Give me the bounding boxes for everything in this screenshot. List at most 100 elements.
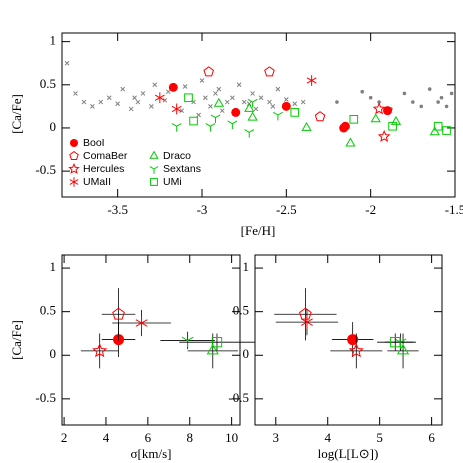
point xyxy=(275,86,281,92)
point xyxy=(419,104,424,109)
point xyxy=(184,93,193,103)
point xyxy=(300,99,306,105)
y-tick-label: 0.5 xyxy=(40,76,56,91)
point xyxy=(154,92,165,104)
point xyxy=(347,334,359,346)
legend-label: Hercules xyxy=(83,163,124,175)
point xyxy=(135,316,148,330)
point xyxy=(171,123,182,132)
point xyxy=(250,91,255,96)
x-tick-label: 6 xyxy=(428,430,435,445)
x-tick-label: -2.5 xyxy=(276,202,297,217)
point xyxy=(283,97,289,102)
x-tick-label: 4 xyxy=(103,430,110,445)
point xyxy=(92,342,108,358)
point xyxy=(213,97,225,107)
y-tick-label: 0 xyxy=(50,346,57,361)
x-tick-label: 2 xyxy=(61,430,68,445)
y-axis-label: [Ca/Fe] xyxy=(9,94,24,134)
point xyxy=(292,101,298,107)
point xyxy=(199,78,205,83)
point xyxy=(210,114,221,123)
point xyxy=(449,91,454,96)
point xyxy=(112,307,125,320)
point xyxy=(162,97,168,103)
point xyxy=(348,342,364,358)
point xyxy=(244,129,255,138)
point xyxy=(205,123,216,132)
point xyxy=(132,95,137,101)
point xyxy=(383,106,393,116)
y-tick-label: 0.5 xyxy=(233,303,249,318)
legend-label: ComaBer xyxy=(83,150,128,162)
point xyxy=(368,95,373,100)
point xyxy=(182,84,188,89)
x-tick-label: 8 xyxy=(186,430,193,445)
point xyxy=(236,82,242,88)
point xyxy=(165,89,171,95)
point xyxy=(135,99,141,105)
point xyxy=(179,108,185,114)
point xyxy=(377,100,381,104)
y-tick-label: -0.5 xyxy=(228,390,249,405)
point xyxy=(345,137,356,147)
point xyxy=(244,103,255,112)
point xyxy=(241,99,247,105)
point xyxy=(335,100,339,104)
plot-frame xyxy=(61,254,241,426)
point xyxy=(264,66,275,77)
point xyxy=(281,101,291,111)
legend-marker xyxy=(70,139,78,147)
point xyxy=(436,100,440,104)
point xyxy=(206,343,219,355)
point xyxy=(98,99,104,105)
x-tick-label: 6 xyxy=(145,430,152,445)
point xyxy=(290,108,300,117)
legend-marker xyxy=(149,166,159,174)
point xyxy=(120,86,126,92)
x-tick-label: -3 xyxy=(197,202,208,217)
plot-frame xyxy=(254,254,443,426)
y-tick-label: 0 xyxy=(243,346,250,361)
point xyxy=(301,121,312,131)
point xyxy=(168,82,178,92)
point xyxy=(272,111,283,121)
point xyxy=(388,121,397,131)
point xyxy=(208,104,213,109)
point xyxy=(90,104,95,109)
point xyxy=(152,82,158,88)
point xyxy=(299,307,312,320)
x-axis-label: [Fe/H] xyxy=(241,223,276,238)
legend-label: Sextans xyxy=(163,163,201,175)
point xyxy=(224,99,230,105)
point xyxy=(429,126,440,136)
point xyxy=(258,95,264,101)
point xyxy=(433,121,443,131)
x-tick-label: -1.5 xyxy=(445,202,463,217)
point xyxy=(230,95,235,101)
point xyxy=(203,66,215,77)
point xyxy=(442,126,451,135)
plot-frame xyxy=(61,32,456,198)
legend-marker xyxy=(150,178,158,186)
point xyxy=(115,101,121,107)
point xyxy=(64,60,70,66)
point xyxy=(253,106,259,112)
point xyxy=(149,104,154,109)
legend-label: BooI xyxy=(83,137,105,149)
point xyxy=(372,102,386,115)
point xyxy=(189,116,198,126)
point xyxy=(171,103,182,115)
x-tick-label: -2 xyxy=(365,202,376,217)
y-tick-label: 0 xyxy=(50,119,57,134)
x-axis-label: log(L[L⊙]) xyxy=(318,446,379,461)
y-tick-label: -0.5 xyxy=(35,390,56,405)
y-tick-label: 1 xyxy=(243,259,250,274)
point xyxy=(349,114,359,124)
point xyxy=(227,120,238,130)
point xyxy=(390,337,401,348)
point xyxy=(314,111,326,122)
legend-label: UMi xyxy=(163,176,182,188)
legend-label: UMaII xyxy=(83,176,111,188)
